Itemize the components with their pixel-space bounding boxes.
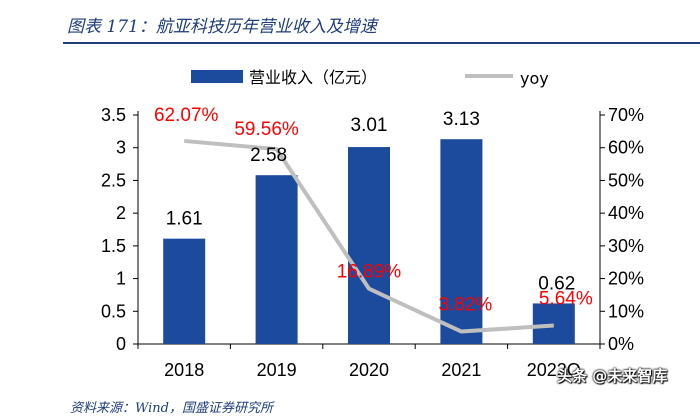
revenue-chart: 营业收入（亿元） yoy 0 0.5 1 1.5 2 2.5 3 3.5 0% 10% 20% 30% 40… — [101, 68, 644, 380]
caption-divider — [63, 42, 700, 44]
legend-bar-label: 营业收入（亿元） — [249, 68, 377, 87]
left-tick-label: 1.5 — [101, 236, 126, 256]
source-note: 资料来源：Wind，国盛证券研究所 — [70, 401, 273, 416]
right-tick-label: 40% — [608, 203, 644, 223]
yoy-line — [184, 138, 554, 334]
left-tick-label: 3.5 — [101, 105, 126, 125]
bar-value-label: 3.01 — [351, 115, 388, 136]
right-tick-label: 50% — [608, 170, 644, 190]
left-tick-label: 3 — [116, 138, 126, 158]
bar-value-label: 1.61 — [166, 209, 203, 230]
x-category-label: 2022Q — [527, 360, 581, 380]
watermark-text: 头条 @未来智库 — [557, 367, 668, 385]
right-tick-label: 30% — [608, 236, 644, 256]
left-tick-label: 0 — [116, 334, 126, 354]
revenue-bar — [163, 238, 206, 344]
figure-caption: 图表 171：航亚科技历年营业收入及增速 — [67, 17, 377, 37]
left-tick-label: 0.5 — [101, 301, 126, 321]
yoy-value-label: 62.07% — [154, 105, 219, 126]
yoy-value-label: 16.89% — [337, 262, 402, 283]
bar-value-label: 0.62 — [538, 273, 575, 294]
yoy-value-label: 3.82% — [438, 295, 492, 316]
bar-value-label: 3.13 — [443, 109, 480, 130]
x-category-label: 2019 — [257, 360, 297, 380]
x-category-label: 2018 — [164, 360, 204, 380]
legend-line-label: yoy — [520, 69, 549, 88]
yoy-value-label: 59.56% — [234, 119, 299, 140]
right-tick-label: 0% — [608, 334, 634, 354]
right-tick-label: 60% — [608, 138, 644, 158]
left-tick-label: 1 — [116, 269, 126, 289]
yoy-value-label: 5.64% — [539, 289, 593, 310]
right-tick-label: 10% — [608, 301, 644, 321]
right-tick-label: 20% — [608, 269, 644, 289]
left-tick-label: 2 — [116, 203, 126, 223]
left-tick-label: 2.5 — [101, 170, 126, 190]
revenue-bar — [255, 175, 298, 344]
revenue-bar — [348, 147, 390, 344]
x-category-label: 2020 — [349, 360, 389, 380]
right-tick-label: 70% — [608, 105, 644, 125]
revenue-bar — [440, 139, 483, 344]
legend-bar-swatch — [191, 70, 243, 83]
revenue-bar — [532, 303, 575, 344]
bar-value-label: 2.58 — [250, 145, 287, 166]
x-category-label: 2021 — [441, 360, 481, 380]
